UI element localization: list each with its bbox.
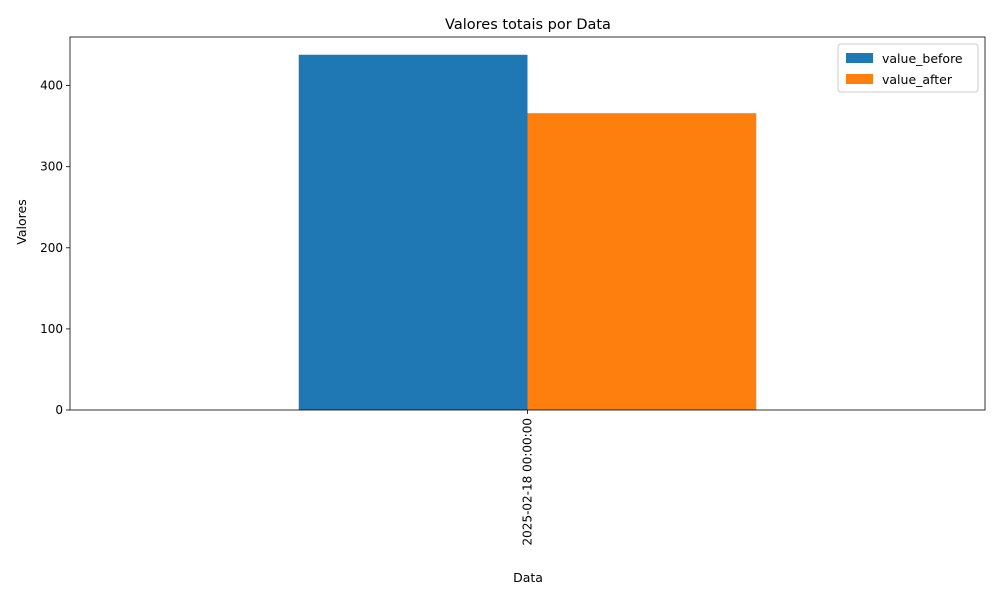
y-tick-label: 300 bbox=[40, 160, 63, 174]
chart-title: Valores totais por Data bbox=[445, 17, 611, 33]
bar-value_before bbox=[298, 54, 528, 411]
y-tick-label: 0 bbox=[55, 403, 63, 417]
legend-label-value_after: value_after bbox=[882, 72, 953, 87]
y-tick-label: 200 bbox=[40, 241, 63, 255]
y-tick-label: 400 bbox=[40, 79, 63, 93]
x-tick-label: 2025-02-18 00:00:00 bbox=[521, 418, 535, 545]
y-tick-label: 100 bbox=[40, 322, 63, 336]
plot-frame bbox=[69, 36, 986, 411]
legend-label-value_before: value_before bbox=[882, 51, 963, 66]
plot-area: 2025-02-18 00:00:00 0 100 200 300 400 bbox=[40, 36, 986, 545]
y-axis-label: Valores bbox=[14, 199, 29, 244]
legend: value_before value_after bbox=[837, 43, 979, 93]
x-axis-label: Data bbox=[513, 570, 543, 585]
legend-swatch-value_before bbox=[846, 53, 873, 63]
bar-value_after bbox=[527, 113, 757, 410]
legend-swatch-value_after bbox=[846, 74, 873, 84]
